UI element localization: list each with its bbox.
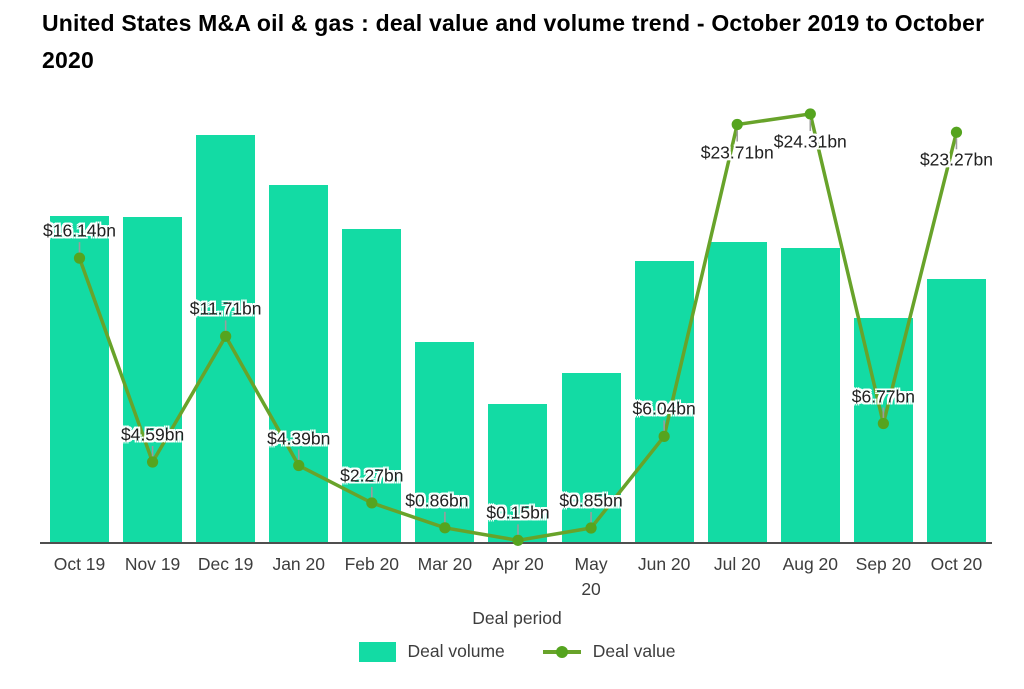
deal-value-point-apr-20 xyxy=(512,534,524,546)
legend: Deal volume Deal value xyxy=(42,641,992,662)
deal-value-line-dot-icon xyxy=(542,645,581,659)
deal-value-label-dec-19: $11.71bn xyxy=(189,298,262,319)
deal-volume-bar-mar-20 xyxy=(415,341,475,543)
deal-value-point-jan-20 xyxy=(293,459,305,472)
deal-value-label-oct-20: $23.27bn xyxy=(919,149,993,170)
deal-value-point-feb-20 xyxy=(366,497,378,509)
legend-item-deal-value: Deal value xyxy=(542,641,676,662)
x-tick-sep-20: Sep 20 xyxy=(855,554,912,574)
x-tick-aug-20: Aug 20 xyxy=(782,554,839,574)
deal-volume-bar-jan-20 xyxy=(269,185,329,543)
x-tick-oct-19: Oct 19 xyxy=(53,554,106,574)
deal-volume-bar-jul-20 xyxy=(707,241,767,543)
deal-value-label-sep-20: $6.77bn xyxy=(851,386,916,406)
deal-value-point-oct-20 xyxy=(950,126,963,138)
deal-value-label-apr-20: $0.15bn xyxy=(486,502,550,523)
deal-volume-bar-nov-19 xyxy=(123,217,183,543)
x-tick-mar-20: Mar 20 xyxy=(417,554,473,574)
x-tick-jun-20: Jun 20 xyxy=(637,554,691,574)
deal-value-point-nov-19 xyxy=(146,456,159,468)
legend-item-deal-volume: Deal volume xyxy=(358,641,505,662)
deal-value-point-jun-20 xyxy=(658,430,670,442)
x-tick-oct-20: Oct 20 xyxy=(930,554,983,574)
x-tick-jul-20: Jul 20 xyxy=(713,554,761,574)
deal-value-label-jul-20: $23.71bn xyxy=(700,142,774,163)
deal-value-label-may-20: $0.85bn xyxy=(559,490,623,511)
deal-value-label-nov-19: $4.59bn xyxy=(120,424,185,445)
x-tick-nov-19: Nov 19 xyxy=(124,554,181,574)
deal-value-label-jan-20: $4.39bn xyxy=(267,428,331,449)
deal-volume-bar-apr-20 xyxy=(488,403,548,543)
deal-value-label-jun-20: $6.04bn xyxy=(632,398,696,419)
deal-volume-bar-oct-19 xyxy=(50,216,109,543)
deal-value-point-sep-20 xyxy=(877,417,889,430)
chart-title: United States M&A oil & gas : deal value… xyxy=(42,10,985,73)
deal-value-label-mar-20: $0.86bn xyxy=(405,490,469,511)
deal-volume-swatch-icon xyxy=(358,641,396,662)
deal-value-label-aug-20: $24.31bn xyxy=(773,131,847,152)
deal-value-label-feb-20: $2.27bn xyxy=(340,465,404,486)
deal-volume-bar-aug-20 xyxy=(780,248,840,543)
deal-value-point-dec-19 xyxy=(220,330,232,342)
x-tick-may-20: May 20 xyxy=(574,554,608,599)
legend-deal-volume-label: Deal volume xyxy=(407,641,505,661)
x-tick-jan-20: Jan 20 xyxy=(272,554,325,574)
deal-value-point-aug-20 xyxy=(804,108,816,120)
x-tick-dec-19: Dec 19 xyxy=(197,554,254,574)
deal-volume-bar-sep-20 xyxy=(853,318,913,543)
deal-value-point-jul-20 xyxy=(731,118,743,131)
deal-volume-bar-oct-20 xyxy=(926,279,986,543)
deal-value-point-mar-20 xyxy=(439,522,451,534)
deal-value-point-may-20 xyxy=(585,522,597,534)
deal-value-point-oct-19 xyxy=(73,252,86,264)
deal-value-line xyxy=(77,111,959,543)
x-tick-apr-20: Apr 20 xyxy=(492,554,544,574)
legend-deal-value-label: Deal value xyxy=(592,641,676,661)
x-tick-feb-20: Feb 20 xyxy=(344,554,400,574)
x-axis-title: Deal period xyxy=(472,608,562,628)
deal-value-label-oct-19: $16.14bn xyxy=(43,220,116,241)
deal-volume-bar-jun-20 xyxy=(634,261,694,543)
